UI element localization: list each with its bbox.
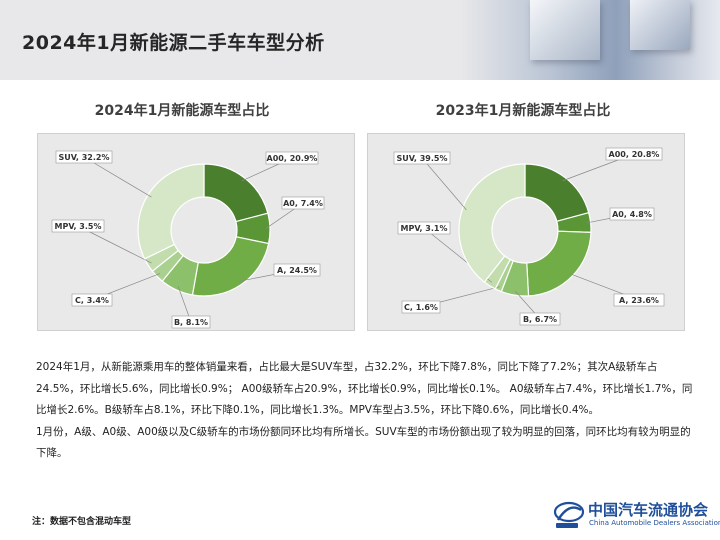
leader-line-suv: [421, 157, 467, 211]
data-label-a: A, 24.5%: [277, 266, 317, 275]
slice-a: [191, 236, 270, 297]
analysis-paragraph-1: 2024年1月，从新能源乘用车的整体销量来看，占比最大是SUV车型，占32.2%…: [36, 361, 693, 416]
label-box-mpv: [51, 219, 105, 233]
leader-line-suv: [83, 156, 152, 198]
donut-chart-2024-svg: A00, 20.9% A0, 7.4% A, 24.5% B, 8.1% C, 3.4%…: [51, 150, 325, 329]
label-box-mpv: [397, 221, 451, 235]
label-box-a: [613, 293, 665, 307]
chart-title-2023: 2023年1月新能源车型占比: [435, 103, 611, 119]
label-box-a00: [265, 151, 319, 165]
data-label-suv: SUV, 32.2%: [59, 153, 110, 162]
logo-mark-icon: [553, 501, 585, 528]
data-label-a0: A0, 7.4%: [283, 199, 323, 208]
data-label-mpv: MPV, 3.5%: [55, 222, 102, 231]
data-label-c: C, 3.4%: [75, 296, 109, 305]
data-label-b: B, 8.1%: [174, 318, 208, 327]
data-label-suv: SUV, 39.5%: [397, 154, 448, 163]
data-label-b: B, 6.7%: [523, 315, 557, 324]
header-decorative-image: [460, 0, 720, 80]
slice-suv: [137, 163, 205, 260]
analysis-text: 2024年1月，从新能源乘用车的整体销量来看，占比最大是SUV车型，占32.2%…: [36, 357, 696, 465]
data-label-mpv: MPV, 3.1%: [401, 224, 448, 233]
header-banner: [0, 0, 720, 80]
label-box-c: [71, 293, 113, 307]
association-logo: 中国汽车流通协会 China Automobile Dealers Associ…: [552, 496, 720, 536]
data-label-a00: A00, 20.8%: [609, 150, 660, 159]
decorative-cube: [630, 0, 690, 50]
chart-title-2024: 2024年1月新能源车型占比: [94, 103, 270, 119]
label-box-c: [401, 300, 441, 314]
label-box-suv: [55, 150, 113, 164]
label-box-b: [171, 315, 211, 329]
footnote: 注：数据不包含混动车型: [32, 517, 132, 527]
analysis-paragraph-2: 1月份，A级、A0级、A00级以及C级轿车的市场份额同环比均有所增长。SUV车型…: [36, 425, 691, 460]
page-title: 2024年1月新能源二手车车型分析: [22, 32, 325, 54]
label-box-a0: [609, 207, 655, 221]
logo-subtitle: China Automobile Dealers Association: [589, 519, 720, 527]
donut-chart-2023-svg: A00, 20.8% A0, 4.8% A, 23.6% B, 6.7% C, 1.6%…: [393, 147, 665, 326]
data-label-a: A, 23.6%: [619, 296, 659, 305]
label-box-b: [519, 312, 561, 326]
slice-a00: [203, 163, 269, 223]
donut-chart-2024: A00, 20.9% A0, 7.4% A, 24.5% B, 8.1% C, 3.4%…: [37, 133, 355, 331]
slice-a00: [524, 163, 590, 223]
slice-suv: [458, 163, 526, 283]
donut-chart-2023: A00, 20.8% A0, 4.8% A, 23.6% B, 6.7% C, 1.6%…: [367, 133, 685, 331]
label-box-suv: [393, 151, 451, 165]
label-box-a: [273, 263, 321, 277]
logo-name: 中国汽车流通协会: [588, 501, 709, 519]
label-box-a00: [605, 147, 663, 161]
slice-a: [526, 230, 592, 297]
data-label-a0: A0, 4.8%: [612, 210, 652, 219]
data-label-a00: A00, 20.9%: [267, 154, 318, 163]
decorative-cube: [530, 0, 600, 60]
label-box-a0: [281, 196, 325, 210]
data-label-c: C, 1.6%: [404, 303, 438, 312]
